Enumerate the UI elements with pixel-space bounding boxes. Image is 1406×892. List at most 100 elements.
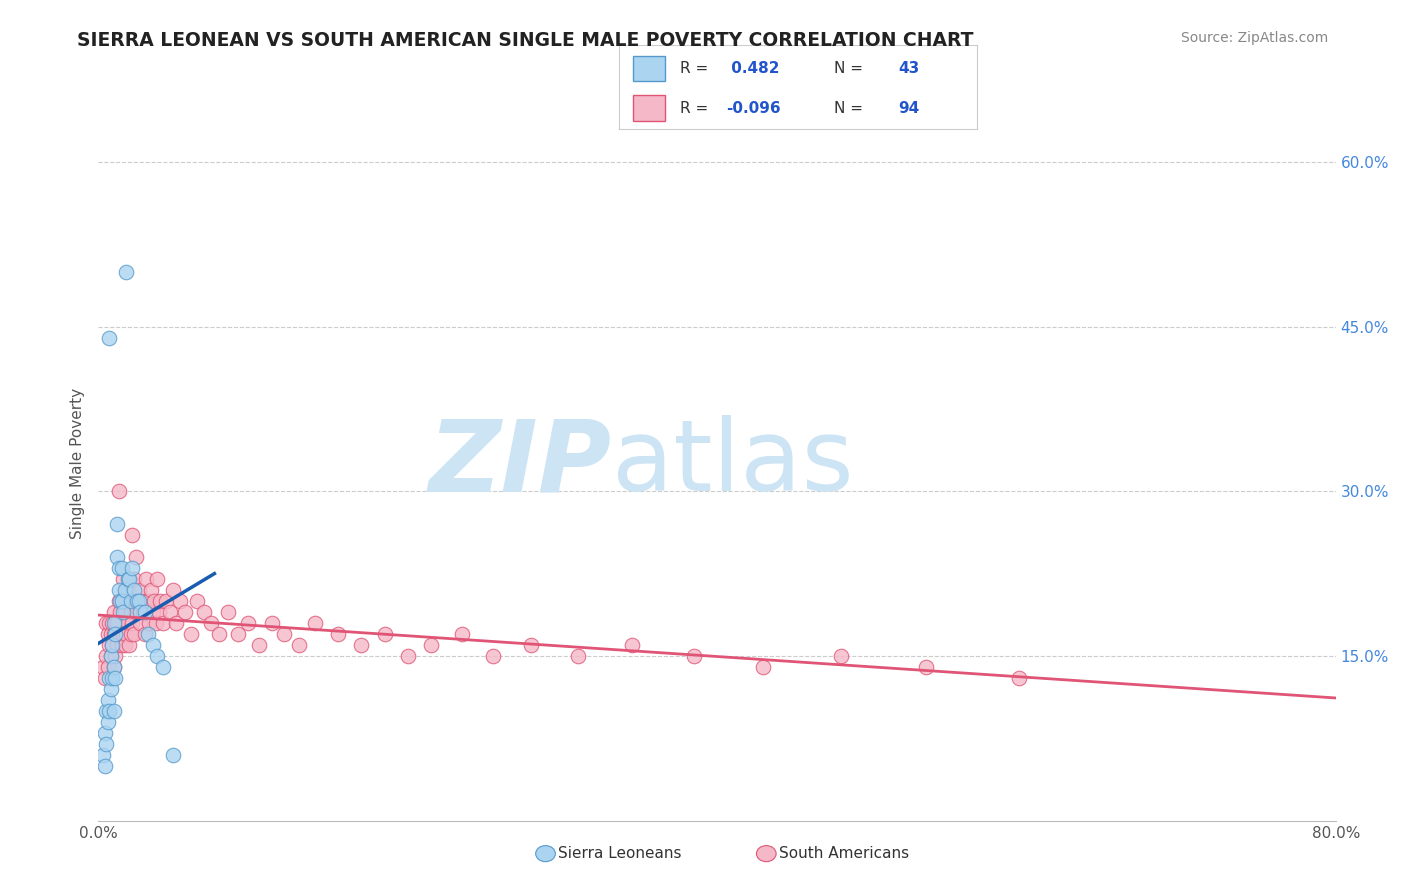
Point — [104, 671, 127, 685]
Point — [128, 594, 150, 608]
Point — [1007, 671, 1029, 685]
Text: Source: ZipAtlas.com: Source: ZipAtlas.com — [1181, 31, 1329, 45]
Text: R =: R = — [679, 61, 707, 76]
Point — [103, 627, 125, 641]
Bar — [633, 55, 665, 81]
Text: SIERRA LEONEAN VS SOUTH AMERICAN SINGLE MALE POVERTY CORRELATION CHART: SIERRA LEONEAN VS SOUTH AMERICAN SINGLE … — [77, 31, 974, 50]
Point — [208, 627, 231, 641]
Point — [118, 638, 141, 652]
Text: R =: R = — [679, 101, 707, 116]
Point — [101, 638, 124, 652]
Point — [122, 583, 145, 598]
Point — [419, 638, 441, 652]
Point — [481, 648, 505, 663]
Point — [148, 605, 170, 619]
Point — [683, 648, 706, 663]
Point — [396, 648, 419, 663]
Point — [200, 615, 222, 630]
Text: -0.096: -0.096 — [727, 101, 780, 116]
Point — [108, 627, 131, 641]
Point — [169, 594, 191, 608]
Point — [165, 615, 187, 630]
Point — [128, 583, 150, 598]
Point — [112, 605, 135, 619]
Point — [152, 615, 174, 630]
Point — [93, 726, 115, 740]
Point — [111, 561, 132, 575]
Point — [121, 528, 143, 542]
Text: 0.482: 0.482 — [727, 61, 780, 76]
Point — [104, 648, 127, 663]
Point — [100, 627, 122, 641]
Text: N =: N = — [834, 101, 863, 116]
Point — [180, 627, 202, 641]
Point — [91, 747, 114, 762]
Point — [124, 550, 146, 565]
Point — [374, 627, 396, 641]
Point — [104, 627, 127, 641]
Point — [112, 627, 135, 641]
Point — [96, 737, 118, 751]
Point — [193, 605, 215, 619]
Point — [93, 671, 115, 685]
Point — [145, 615, 167, 630]
Point — [103, 615, 125, 630]
Point — [101, 615, 124, 630]
Point — [141, 638, 165, 652]
Point — [100, 648, 122, 663]
Point — [108, 605, 131, 619]
Point — [135, 572, 157, 586]
Point — [124, 605, 146, 619]
Point — [141, 605, 165, 619]
Point — [149, 594, 172, 608]
Point — [115, 265, 138, 279]
Point — [326, 627, 350, 641]
Point — [98, 704, 121, 718]
Point — [139, 583, 162, 598]
Point — [132, 605, 155, 619]
Text: Sierra Leoneans: Sierra Leoneans — [558, 847, 682, 861]
Point — [107, 583, 129, 598]
Point — [93, 758, 115, 772]
Point — [143, 594, 166, 608]
Point — [146, 648, 169, 663]
Point — [117, 583, 139, 598]
Point — [100, 648, 122, 663]
Point — [260, 615, 283, 630]
Point — [115, 627, 138, 641]
Point — [91, 660, 114, 674]
Point — [98, 638, 121, 652]
Point — [101, 638, 124, 652]
Point — [155, 594, 177, 608]
Point — [111, 638, 132, 652]
Point — [100, 681, 122, 696]
Text: atlas: atlas — [612, 416, 853, 512]
Point — [111, 594, 132, 608]
Point — [134, 605, 156, 619]
Point — [752, 660, 775, 674]
Point — [105, 638, 128, 652]
Point — [108, 594, 131, 608]
Point — [127, 594, 149, 608]
Text: 94: 94 — [898, 101, 920, 116]
Point — [217, 605, 239, 619]
Point — [304, 615, 326, 630]
Text: ZIP: ZIP — [429, 416, 612, 512]
Point — [520, 638, 543, 652]
Point — [118, 572, 141, 586]
Point — [112, 572, 135, 586]
Point — [238, 615, 260, 630]
Point — [174, 605, 197, 619]
Point — [103, 605, 125, 619]
Point — [114, 583, 136, 598]
Point — [105, 550, 128, 565]
Point — [226, 627, 249, 641]
Bar — [633, 95, 665, 120]
Point — [247, 638, 270, 652]
Point — [915, 660, 938, 674]
Point — [97, 714, 120, 729]
Point — [96, 648, 118, 663]
Point — [107, 484, 129, 499]
Point — [117, 572, 139, 586]
Point — [121, 561, 143, 575]
